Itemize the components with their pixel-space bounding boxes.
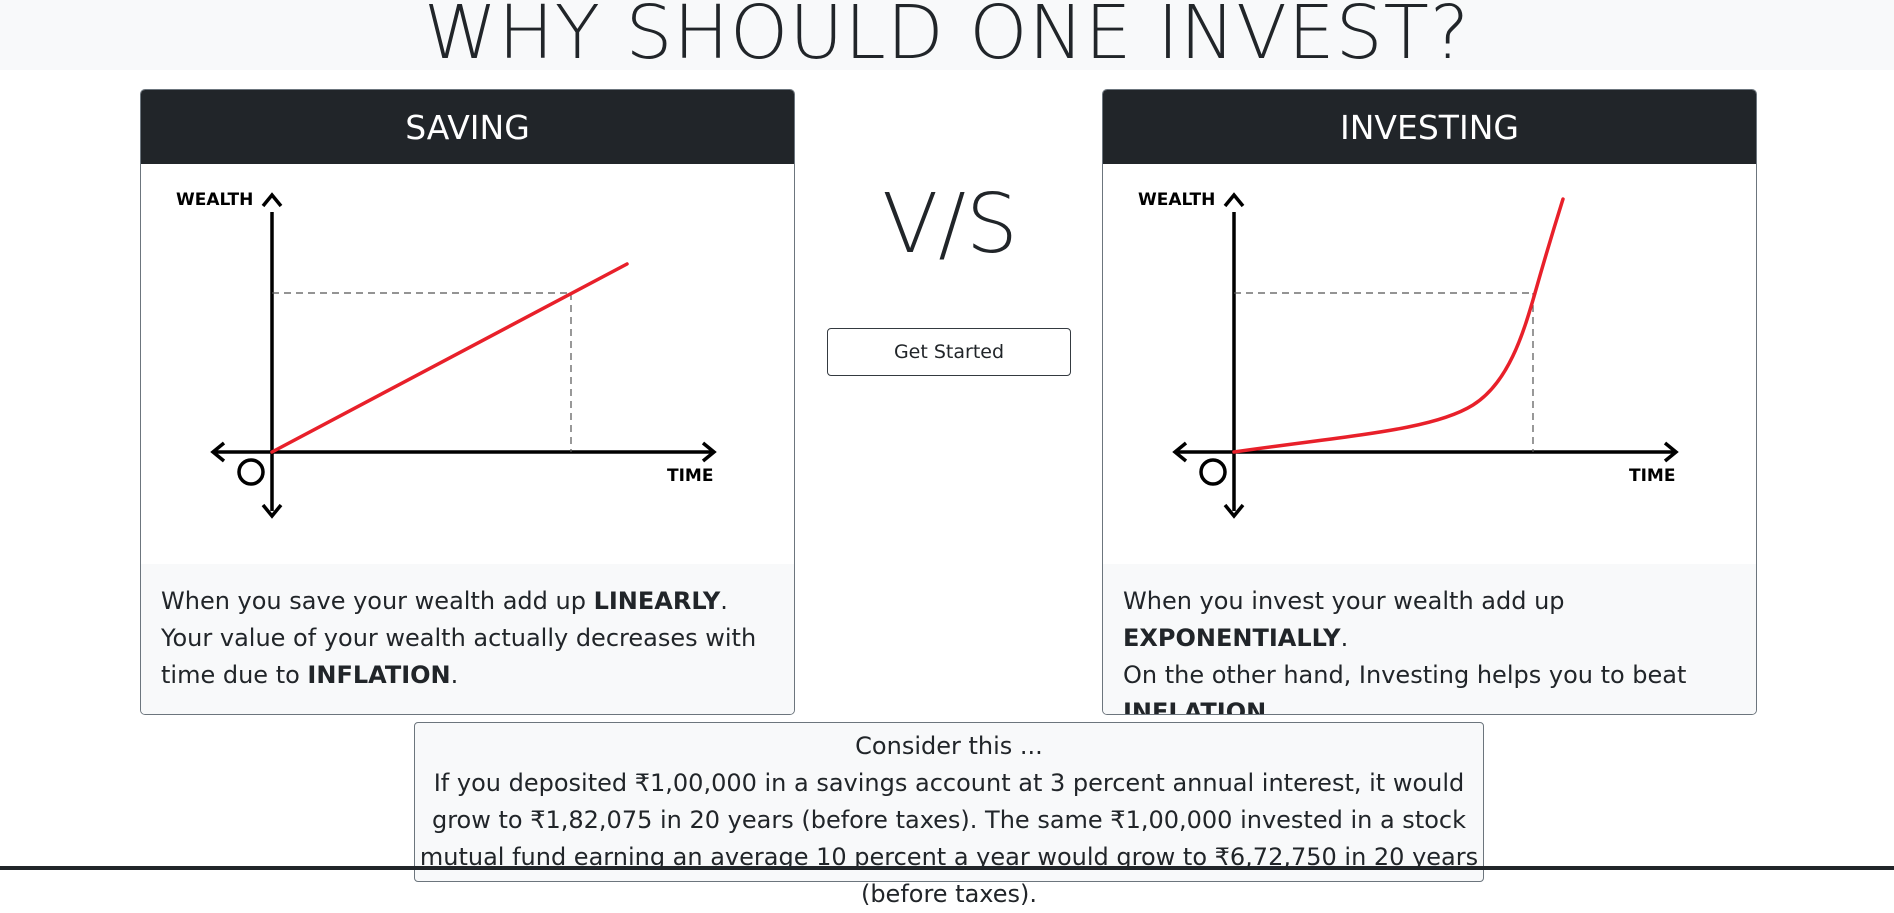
versus-label: V/S [882,177,1018,272]
saving-text-1: When you save your wealth add up [161,587,594,615]
investing-growth-curve [1232,197,1565,454]
time-axis-label: TIME [1629,466,1675,486]
investing-text-2: On the other hand, Investing helps you t… [1123,661,1687,689]
saving-text-bold-1: LINEARLY [593,587,721,615]
saving-text-bold-2: INFLATION [307,661,451,689]
consider-text: If you deposited ₹1,00,000 in a savings … [419,769,1479,908]
investing-card: INVESTING WEALTH TIME When you invest yo… [1102,89,1757,715]
saving-description: When you save your wealth add up LINEARL… [141,564,794,714]
investing-graph-svg: WEALTH TIME [1138,190,1679,519]
investing-graph: WEALTH TIME [1103,164,1756,554]
saving-text-1b: . [720,587,728,615]
header-band [0,0,1894,70]
axis-arrow-icon [1223,192,1245,208]
investing-text-1b: . [1340,624,1349,652]
wealth-axis-label: WEALTH [1138,190,1215,210]
saving-card: SAVING WEALTH TIME When you save your we… [140,89,795,715]
axis-arrow-icon [1663,441,1679,463]
axis-arrow-icon [1223,503,1245,519]
investing-description: When you invest your wealth add up EXPON… [1103,564,1756,715]
time-axis-label: TIME [667,466,713,486]
axis-arrow-icon [261,503,283,519]
axis-arrow-icon [261,192,283,208]
get-started-button[interactable]: Get Started [827,328,1071,376]
investing-card-header: INVESTING [1103,90,1756,164]
axis-arrow-icon [1172,441,1188,463]
bottom-bar [0,866,1894,870]
consider-heading: Consider this ... [855,732,1043,760]
investing-text-bold-1: EXPONENTIALLY [1123,624,1341,652]
consider-box: Consider this ... If you deposited ₹1,00… [414,722,1484,908]
axis-arrow-icon [210,441,226,463]
saving-graph-svg: WEALTH TIME [176,190,717,519]
investing-text-2b: . [1266,698,1274,715]
saving-text-2: Your value of your wealth actually decre… [161,624,757,689]
saving-text-2b: . [450,661,459,689]
origin-marker [1199,458,1227,486]
saving-card-header: SAVING [141,90,794,164]
wealth-axis-label: WEALTH [176,190,253,210]
origin-marker [237,458,265,486]
investing-text-1: When you invest your wealth add up [1123,587,1565,615]
axis-arrow-icon [701,441,717,463]
saving-growth-line [270,262,629,454]
page-title: WHY SHOULD ONE INVEST? [423,0,1471,76]
saving-graph: WEALTH TIME [141,164,794,554]
investing-text-bold-2: INFLATION [1123,698,1267,715]
